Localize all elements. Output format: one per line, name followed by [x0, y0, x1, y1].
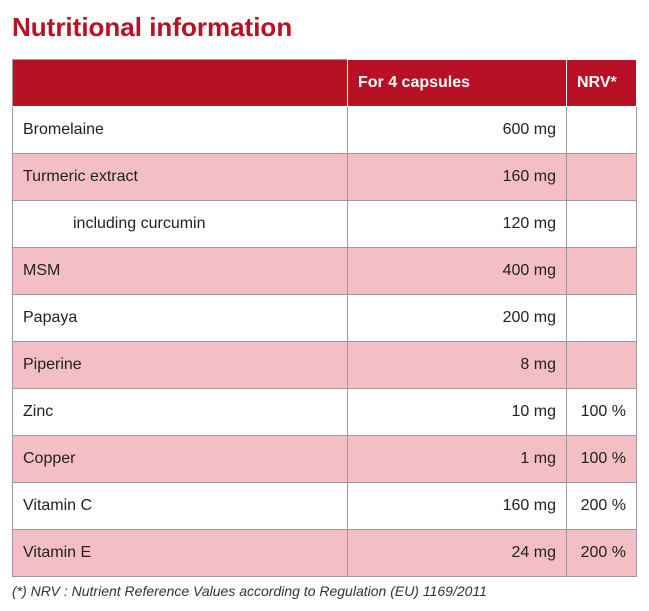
cell-nrv: [567, 248, 637, 295]
table-body: Bromelaine600 mgTurmeric extract160 mgin…: [13, 107, 637, 577]
table-row: Piperine8 mg: [13, 342, 637, 389]
cell-name: including curcumin: [13, 201, 348, 248]
table-row: Papaya200 mg: [13, 295, 637, 342]
table-row: Vitamin E24 mg200 %: [13, 530, 637, 577]
cell-amount: 8 mg: [347, 342, 566, 389]
table-row: Zinc10 mg100 %: [13, 389, 637, 436]
cell-amount: 120 mg: [347, 201, 566, 248]
cell-amount: 10 mg: [347, 389, 566, 436]
cell-nrv: 100 %: [567, 389, 637, 436]
table-row: Turmeric extract160 mg: [13, 154, 637, 201]
table-row: Vitamin C160 mg200 %: [13, 483, 637, 530]
table-row: Copper1 mg100 %: [13, 436, 637, 483]
cell-name: Piperine: [13, 342, 348, 389]
table-header: For 4 capsules NRV*: [13, 60, 637, 107]
table-row: Bromelaine600 mg: [13, 107, 637, 154]
cell-amount: 1 mg: [347, 436, 566, 483]
col-header-empty: [13, 60, 348, 107]
cell-name: Vitamin C: [13, 483, 348, 530]
cell-name: Copper: [13, 436, 348, 483]
cell-amount: 160 mg: [347, 483, 566, 530]
cell-nrv: 100 %: [567, 436, 637, 483]
cell-amount: 600 mg: [347, 107, 566, 154]
cell-name: Bromelaine: [13, 107, 348, 154]
cell-nrv: 200 %: [567, 530, 637, 577]
table-row: MSM400 mg: [13, 248, 637, 295]
cell-nrv: [567, 107, 637, 154]
cell-nrv: [567, 201, 637, 248]
cell-nrv: [567, 295, 637, 342]
cell-amount: 160 mg: [347, 154, 566, 201]
col-header-amount: For 4 capsules: [347, 60, 566, 107]
cell-name: Papaya: [13, 295, 348, 342]
cell-amount: 200 mg: [347, 295, 566, 342]
cell-name: Turmeric extract: [13, 154, 348, 201]
page-title: Nutritional information: [12, 12, 637, 43]
table-row: including curcumin120 mg: [13, 201, 637, 248]
cell-amount: 400 mg: [347, 248, 566, 295]
cell-nrv: [567, 342, 637, 389]
cell-nrv: 200 %: [567, 483, 637, 530]
cell-nrv: [567, 154, 637, 201]
cell-name: Vitamin E: [13, 530, 348, 577]
nutrition-table: For 4 capsules NRV* Bromelaine600 mgTurm…: [12, 59, 637, 577]
cell-name: Zinc: [13, 389, 348, 436]
cell-name: MSM: [13, 248, 348, 295]
cell-amount: 24 mg: [347, 530, 566, 577]
col-header-nrv: NRV*: [567, 60, 637, 107]
